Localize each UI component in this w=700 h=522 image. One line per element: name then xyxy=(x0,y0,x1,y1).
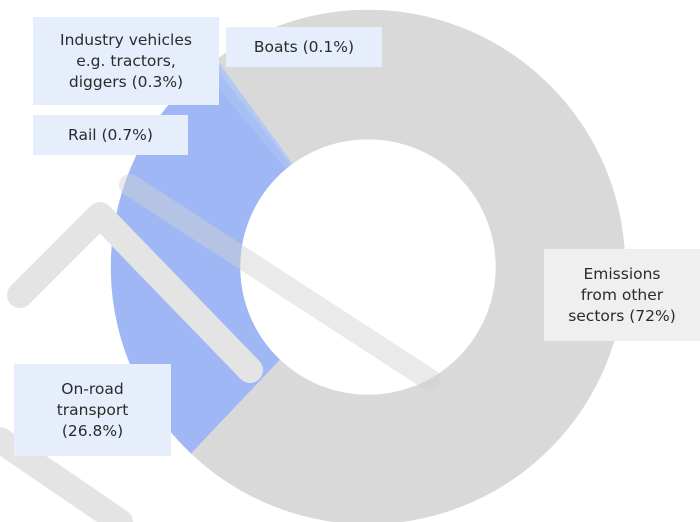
slice-label-industry-vehicles: Industry vehicles e.g. tractors, diggers… xyxy=(33,17,219,105)
slice-label-other-sectors: Emissions from other sectors (72%) xyxy=(544,249,700,341)
slice-label-on-road-transport: On-road transport (26.8%) xyxy=(14,364,171,456)
slice-label-boats: Boats (0.1%) xyxy=(226,27,382,67)
slice-other-sectors xyxy=(190,9,626,522)
slice-label-rail: Rail (0.7%) xyxy=(33,115,188,155)
slices-group xyxy=(110,9,626,522)
